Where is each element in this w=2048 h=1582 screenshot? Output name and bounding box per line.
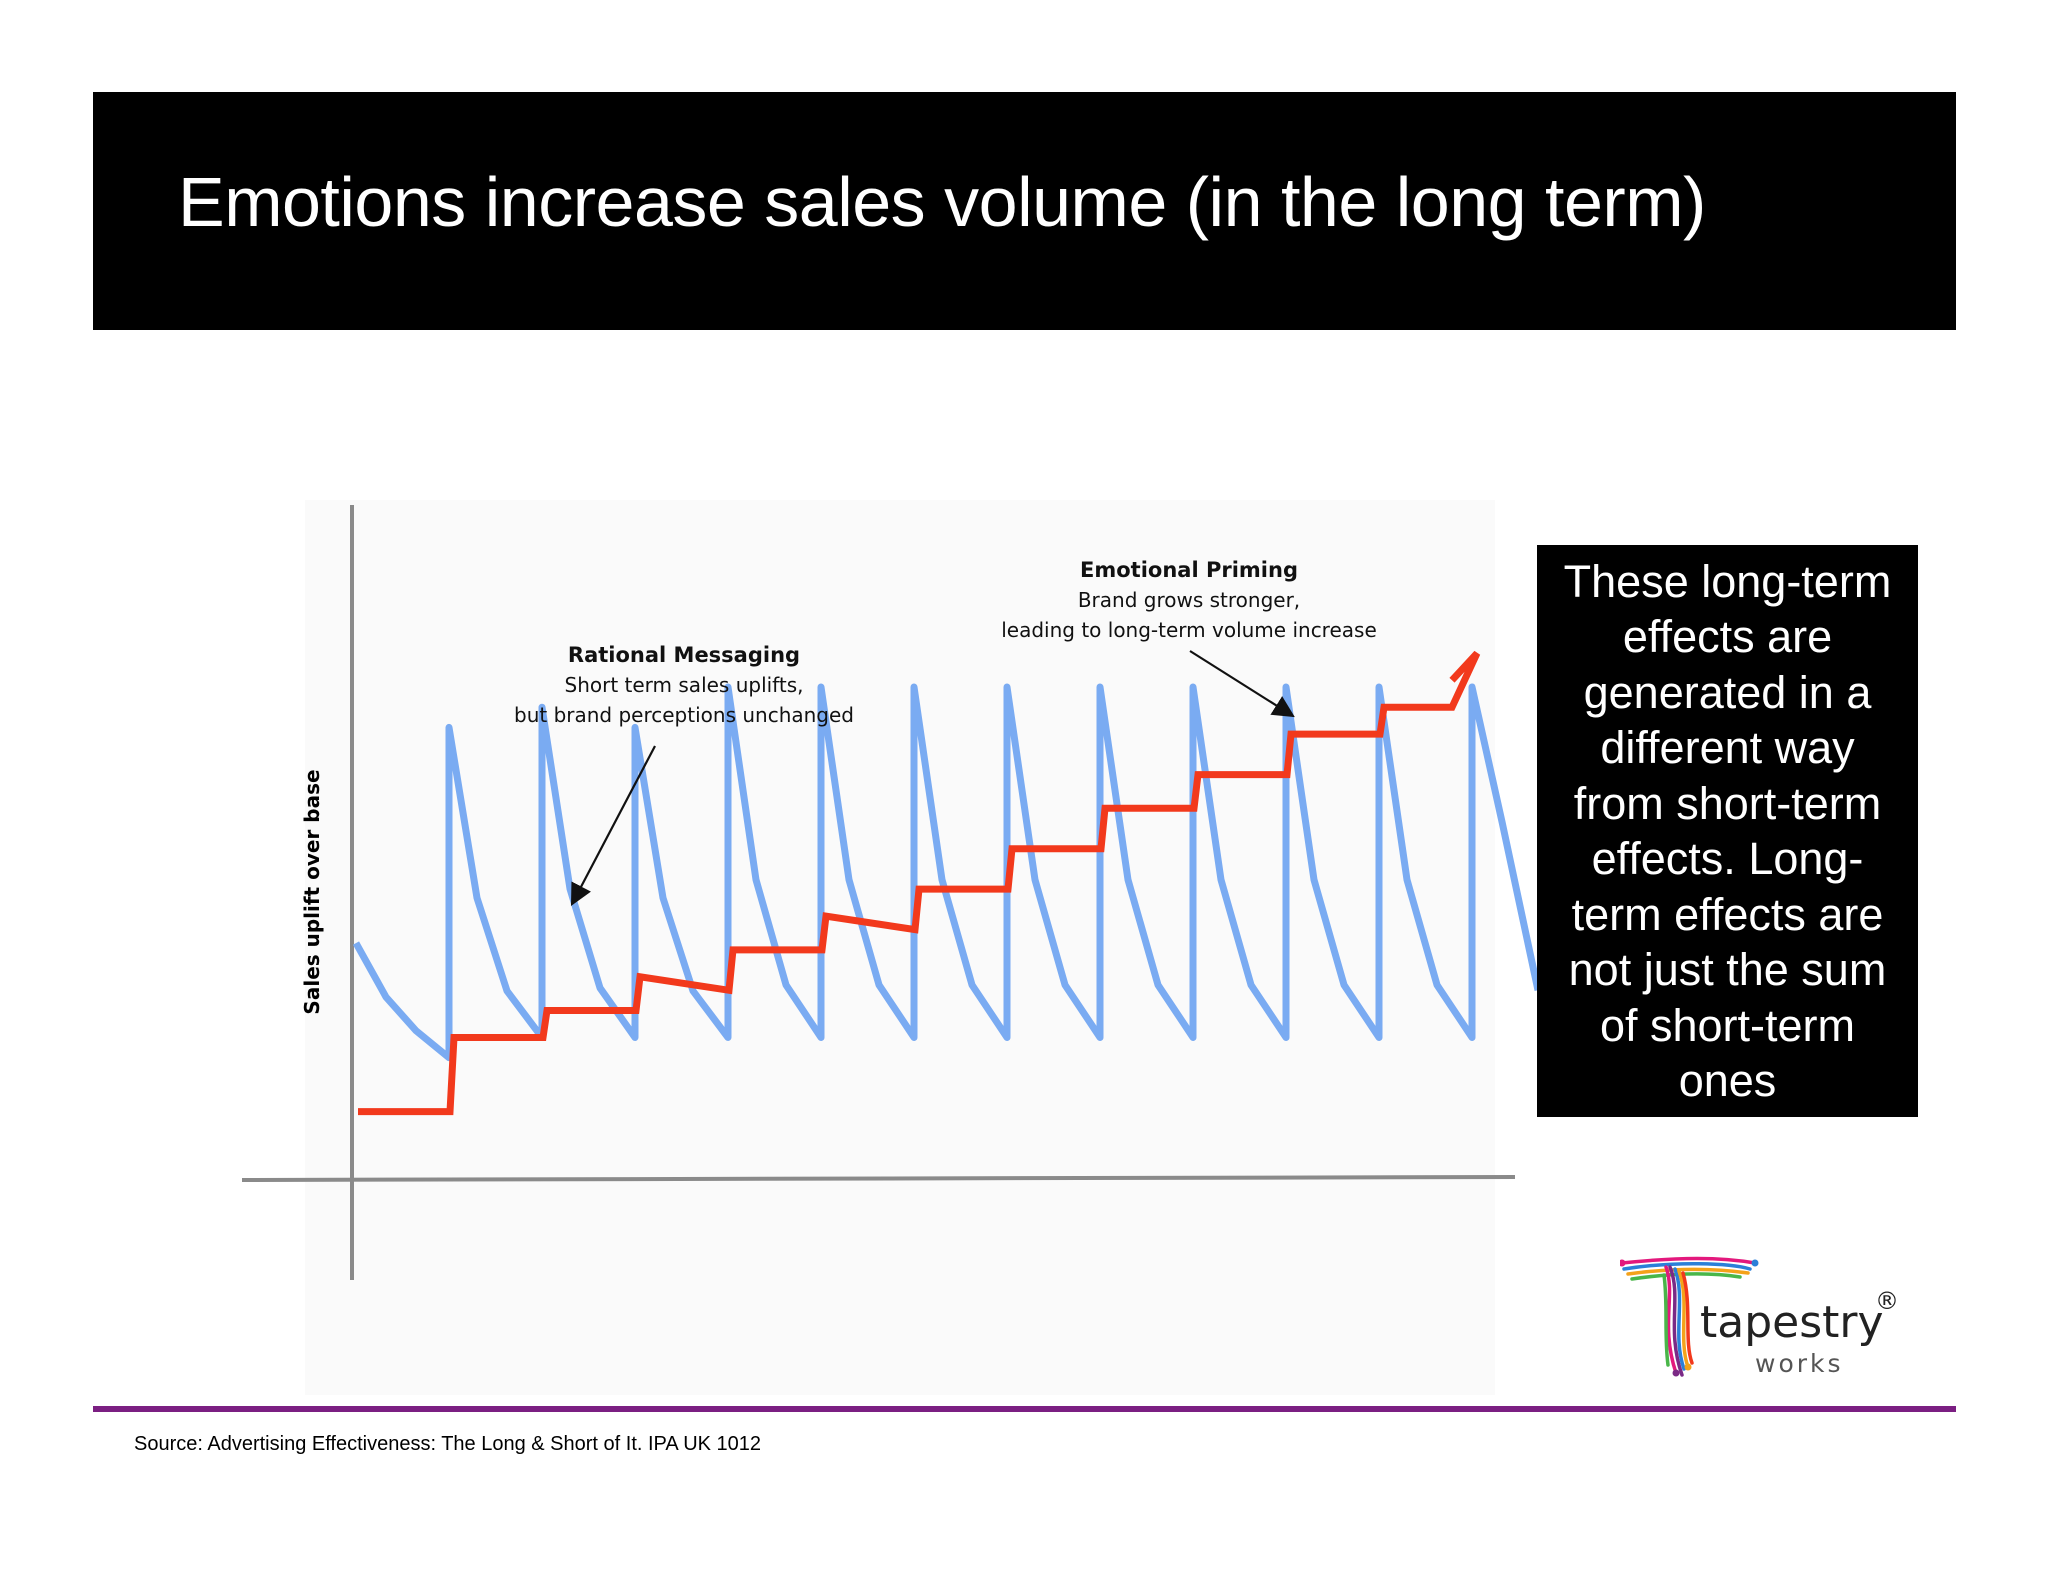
long-term-volume-line (358, 650, 1481, 1116)
chart-background (305, 500, 1495, 1395)
short-term-sales-line (352, 683, 1542, 1062)
emotional-priming-line1: Brand grows stronger, (1078, 588, 1300, 612)
short-term-sales-series (352, 683, 1542, 1062)
logo-mark (1620, 1256, 1757, 1377)
page-title: Emotions increase sales volume (in the l… (178, 163, 1706, 241)
rational-messaging-title: Rational Messaging (568, 643, 800, 667)
tapestry-works-logo: tapestry works ® (1620, 1256, 1899, 1378)
x-axis (241, 1175, 1516, 1182)
registered-mark: ® (1875, 1287, 1899, 1315)
rational-arrow (570, 745, 656, 906)
logo-sub: works (1755, 1349, 1844, 1378)
emotional-arrow (1189, 650, 1295, 718)
long-term-volume-series (358, 650, 1481, 1116)
emotional-priming-title: Emotional Priming (1080, 558, 1298, 582)
footer-divider (93, 1406, 1956, 1412)
long-term-effects-callout: These long-term effects are generated in… (1537, 545, 1918, 1117)
source-citation: Source: Advertising Effectiveness: The L… (134, 1433, 762, 1455)
logo-wordmark: tapestry (1700, 1297, 1884, 1348)
callout-text: These long-term effects are generated in… (1563, 555, 1892, 1107)
emotional-priming-line2: leading to long-term volume increase (1001, 618, 1377, 642)
y-axis-label: Sales uplift over base (300, 769, 324, 1014)
rational-messaging-line2: but brand perceptions unchanged (514, 703, 854, 727)
rational-messaging-line1: Short term sales uplifts, (565, 673, 804, 697)
title-bar: Emotions increase sales volume (in the l… (93, 92, 1956, 330)
